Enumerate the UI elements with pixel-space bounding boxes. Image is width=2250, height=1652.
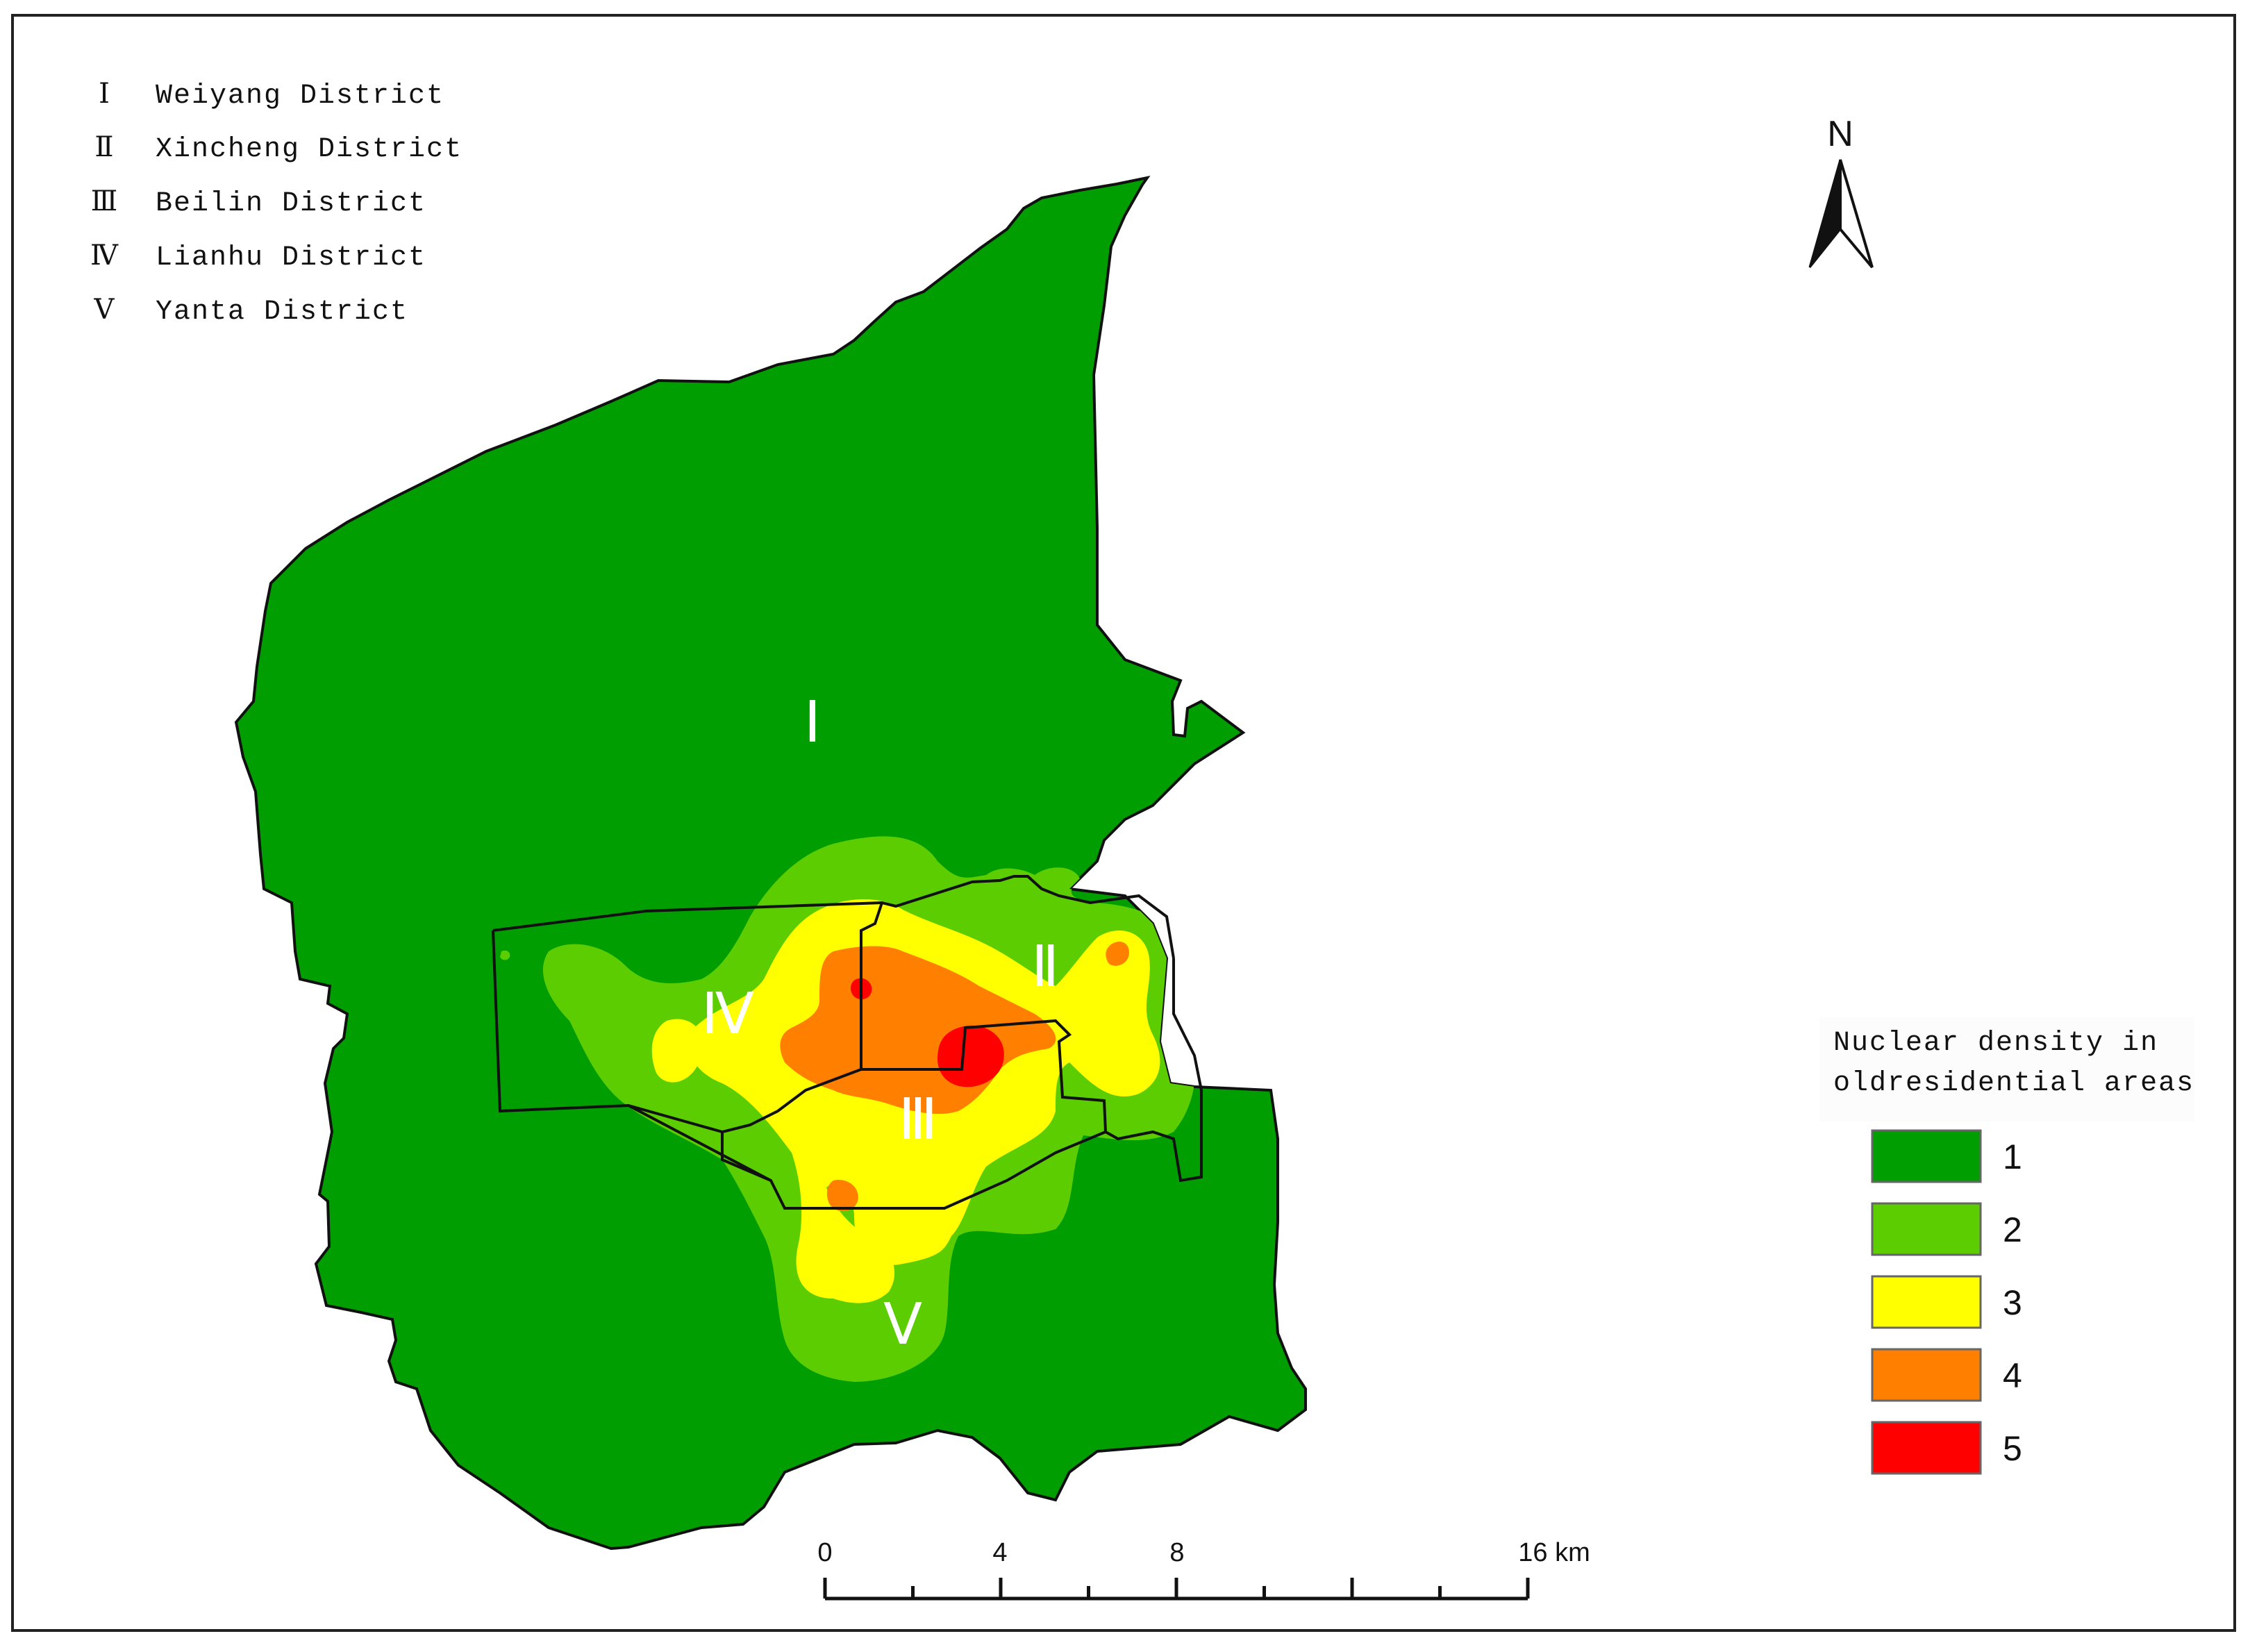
district-list-name: Beilin District xyxy=(156,188,426,219)
legend-swatch-3 xyxy=(1871,1275,1982,1329)
scale-bar: 0 4 8 16 km xyxy=(817,1538,1590,1601)
legend-title-line2: oldresidential areas xyxy=(1833,1068,2194,1099)
legend: Nuclear density in oldresidential areas … xyxy=(1819,1017,2194,1475)
boundary-xincheng-east xyxy=(1105,958,1203,1183)
district-list-name: Xincheng District xyxy=(156,134,462,165)
legend-label-2: 2 xyxy=(2003,1210,2022,1249)
legend-label-4: 4 xyxy=(2003,1356,2022,1395)
density-speck xyxy=(500,950,510,960)
boundary-lianhu-beilin xyxy=(628,1104,723,1133)
scale-tick-label: 16 km xyxy=(1518,1538,1590,1567)
north-arrow: N xyxy=(1808,114,1874,269)
north-arrow-icon xyxy=(1839,159,1874,269)
legend-swatch-5 xyxy=(1871,1421,1982,1475)
district-list-numeral: Ⅴ xyxy=(94,294,115,325)
scale-tick-label: 8 xyxy=(1169,1538,1184,1567)
district-list-name: Lianhu District xyxy=(156,242,426,274)
district-list-numeral: Ⅰ xyxy=(99,78,110,109)
scale-ticks xyxy=(823,1578,1530,1599)
map-label-lianhu: Ⅳ xyxy=(701,981,754,1047)
district-list: Ⅰ Weiyang District Ⅱ Xincheng District Ⅲ… xyxy=(90,78,462,328)
boundary-lianhu xyxy=(492,930,772,1182)
district-list-numeral: Ⅱ xyxy=(94,131,113,162)
scale-tick-label: 0 xyxy=(817,1538,832,1567)
density-surface xyxy=(500,836,1196,1382)
district-boundaries xyxy=(492,875,1203,1210)
district-list-numeral: Ⅲ xyxy=(91,185,118,217)
legend-title-line1: Nuclear density in xyxy=(1833,1028,2158,1059)
north-arrow-icon xyxy=(1808,159,1842,268)
boundary-weiyang-south xyxy=(492,875,1175,959)
legend-background xyxy=(1819,1017,2194,1121)
scale-tick-label: 4 xyxy=(992,1538,1007,1567)
map-label-xincheng: Ⅱ xyxy=(1031,934,1059,1000)
legend-label-5: 5 xyxy=(2003,1429,2022,1468)
north-label: N xyxy=(1827,114,1853,154)
boundary-beilin xyxy=(721,1068,1106,1210)
map-frame xyxy=(11,14,2236,1632)
boundary-lianhu-xincheng xyxy=(860,902,883,1069)
city-boundary xyxy=(234,176,1307,1551)
legend-swatch-2 xyxy=(1871,1202,1982,1256)
district-list-numeral: Ⅳ xyxy=(90,240,119,271)
district-list-name: Yanta District xyxy=(156,297,408,328)
legend-items: 1 2 3 4 5 xyxy=(1871,1129,2022,1475)
legend-label-1: 1 xyxy=(2003,1137,2022,1176)
legend-swatch-4 xyxy=(1871,1348,1982,1402)
map-label-yanta: Ⅴ xyxy=(883,1292,922,1358)
district-list-name: Weiyang District xyxy=(156,81,444,112)
legend-label-3: 3 xyxy=(2003,1283,2022,1322)
map-label-beilin: Ⅲ xyxy=(899,1087,938,1153)
map-label-weiyang: Ⅰ xyxy=(804,690,821,756)
boundary-xincheng-beilin xyxy=(861,1019,1107,1133)
density-zone-5 xyxy=(850,978,1004,1087)
legend-swatch-1 xyxy=(1871,1129,1982,1183)
